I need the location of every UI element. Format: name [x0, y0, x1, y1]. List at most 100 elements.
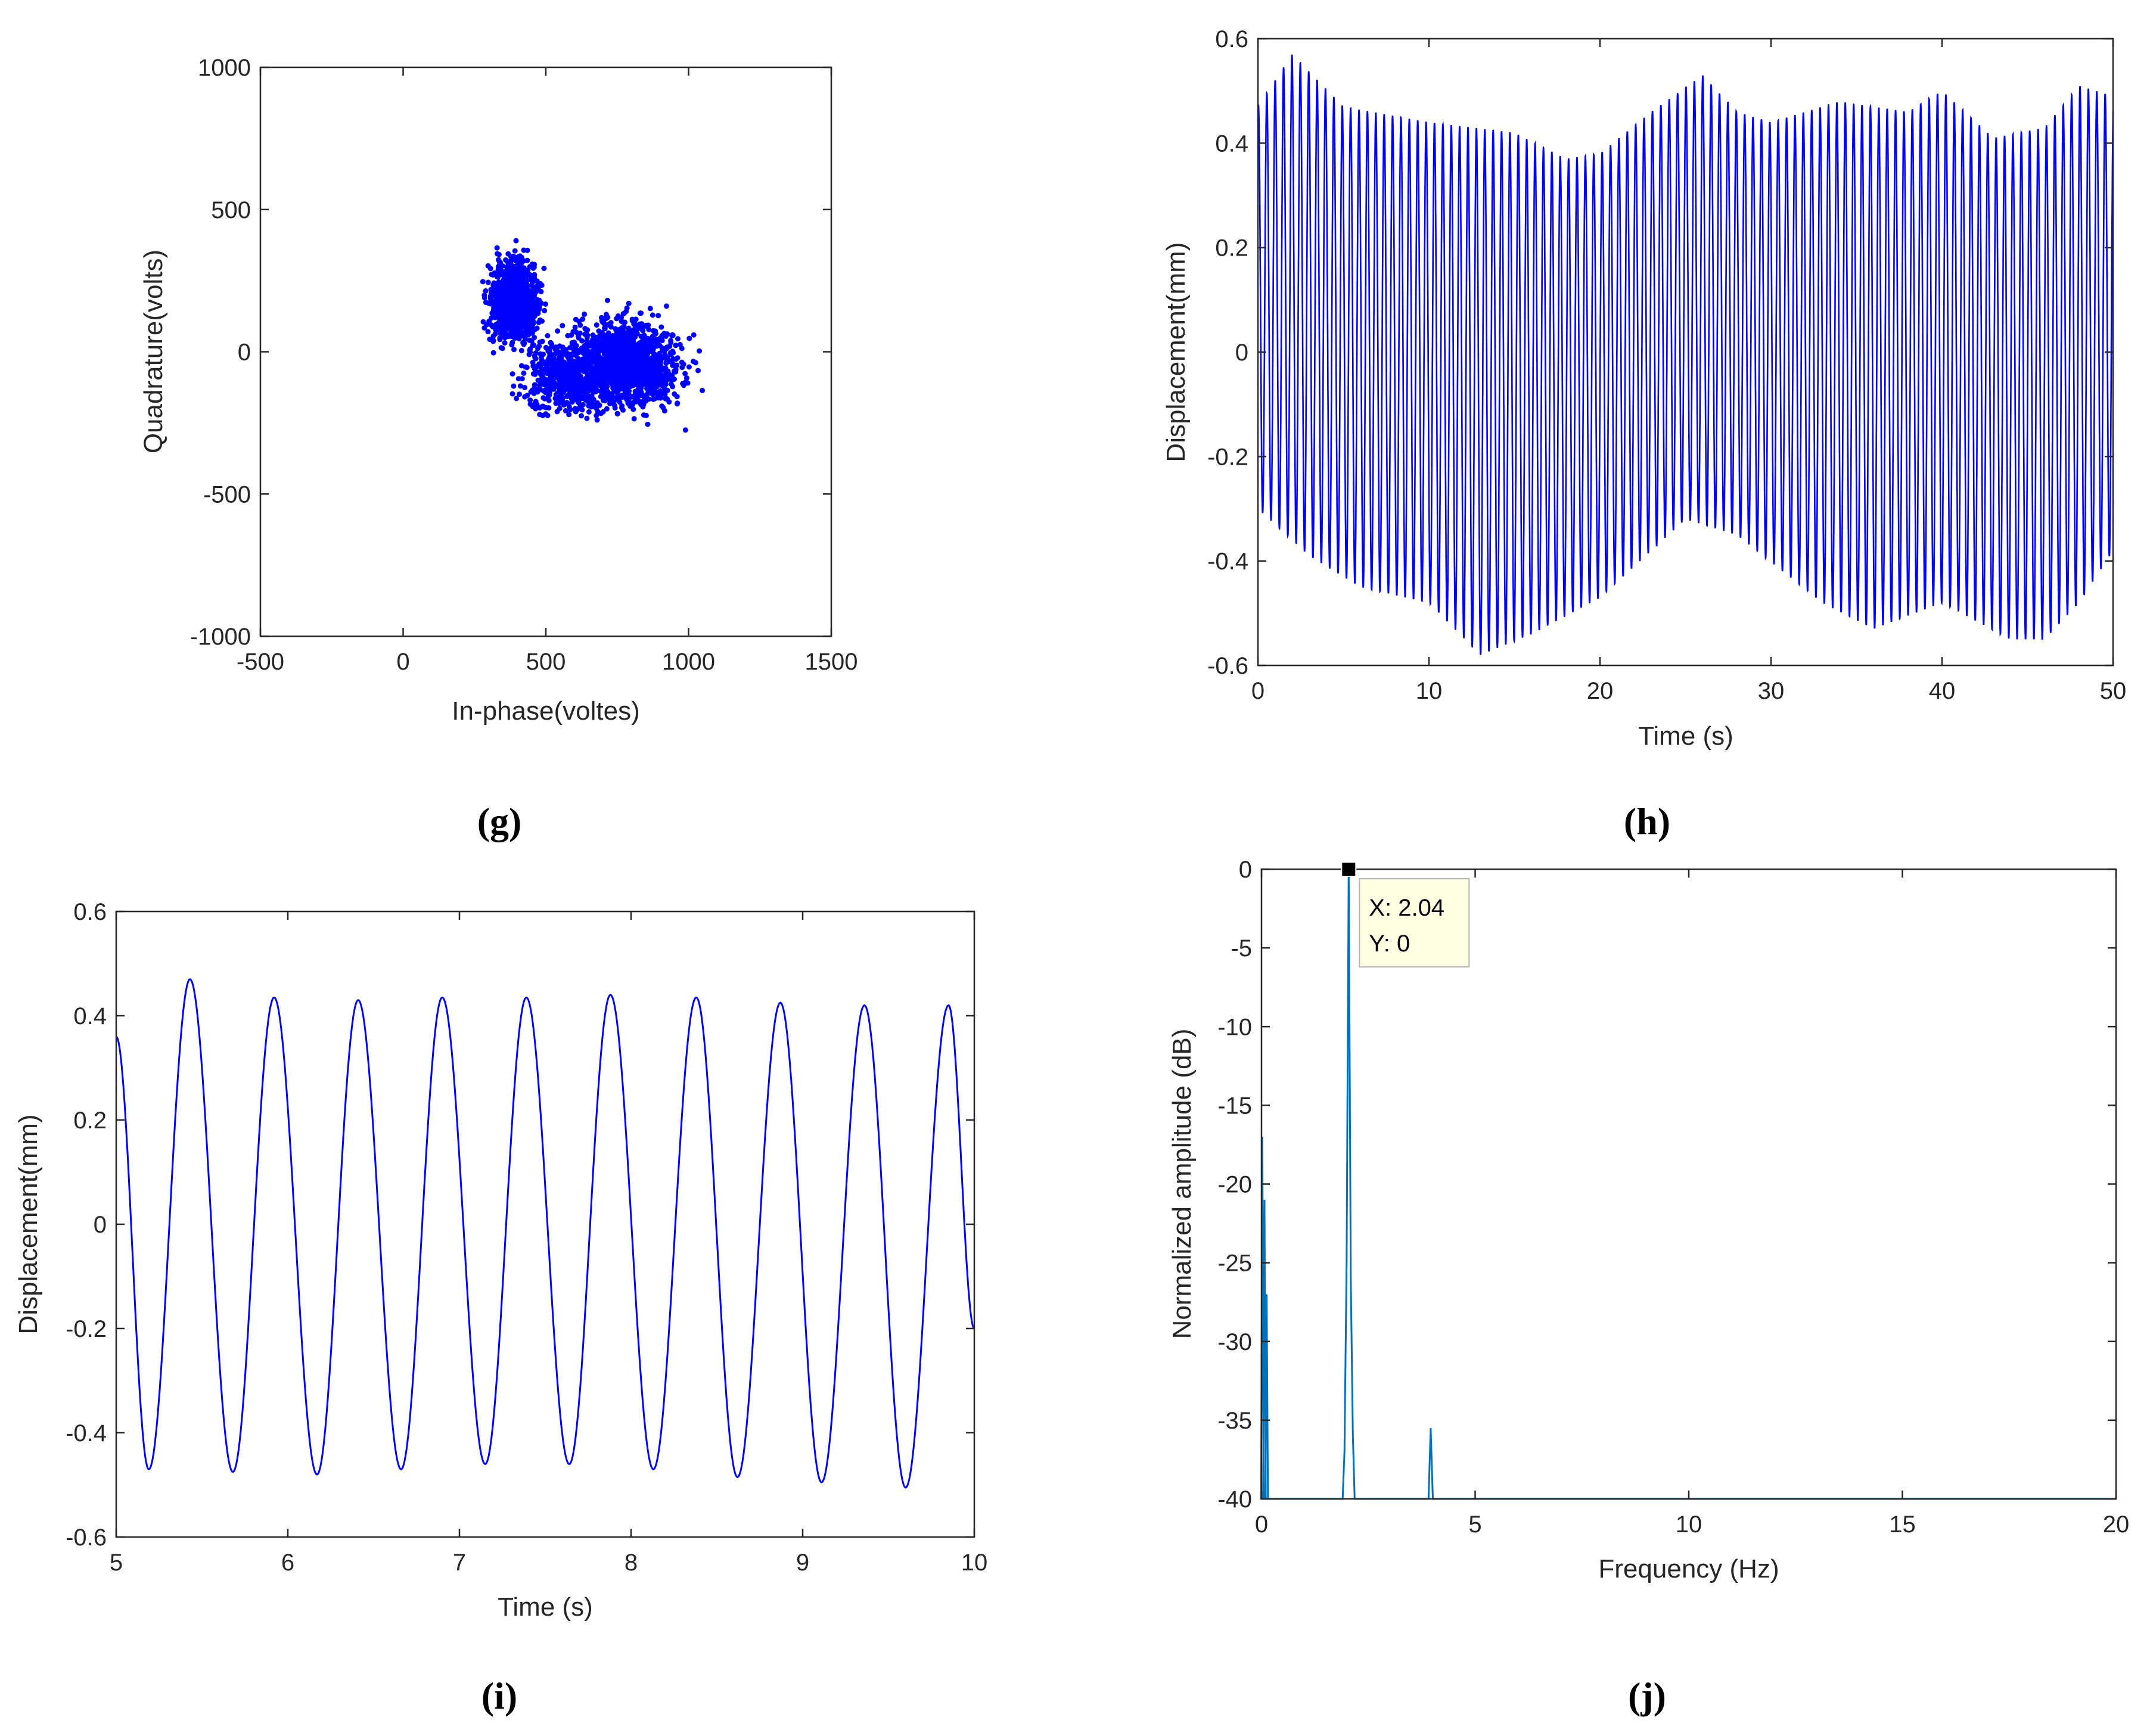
scatter-point — [480, 279, 486, 285]
scatter-point — [580, 388, 586, 394]
scatter-point — [509, 342, 515, 348]
scatter-point — [682, 427, 688, 433]
scatter-point — [500, 318, 506, 323]
scatter-point — [686, 364, 692, 370]
scatter-point — [490, 293, 496, 298]
scatter-point — [650, 396, 656, 402]
datatip-box — [1359, 878, 1470, 967]
panel-label-h: (h) — [1624, 800, 1670, 842]
scatter-point — [646, 326, 652, 332]
datatip-marker[interactable] — [1341, 861, 1357, 877]
scatter-point — [592, 346, 598, 351]
scatter-point — [691, 332, 697, 338]
scatter-point — [504, 273, 509, 279]
scatter-point — [552, 359, 558, 365]
scatter-point — [566, 412, 572, 418]
scatter-point — [496, 301, 502, 307]
scatter-point — [557, 343, 563, 349]
scatter-point — [576, 400, 582, 406]
scatter-point — [570, 369, 576, 375]
scatter-point — [604, 359, 610, 365]
scatter-point — [602, 326, 608, 332]
scatter-point — [534, 325, 540, 331]
scatter-point — [516, 284, 522, 290]
scatter-point — [623, 357, 629, 363]
scatter-point — [608, 320, 614, 325]
scatter-point — [517, 383, 523, 389]
scatter-point — [700, 387, 706, 393]
scatter-point — [558, 355, 564, 361]
x-tick-label: 7 — [453, 1550, 466, 1576]
scatter-point — [549, 369, 554, 375]
scatter-point — [537, 382, 543, 388]
scatter-point — [681, 382, 686, 388]
scatter-point — [639, 379, 645, 385]
scatter-point — [611, 398, 617, 404]
scatter-point — [657, 381, 663, 387]
scatter-point — [513, 254, 519, 260]
scatter-point — [545, 412, 551, 418]
scatter-point — [631, 369, 637, 375]
scatter-point — [527, 264, 533, 270]
scatter-point — [575, 406, 581, 412]
scatter-point — [507, 279, 512, 285]
y-tick-label: 0.6 — [73, 899, 107, 925]
scatter-point — [518, 274, 524, 280]
scatter-point — [626, 325, 632, 331]
scatter-point — [511, 383, 517, 389]
scatter-point — [586, 409, 592, 415]
scatter-point — [564, 366, 570, 372]
datatip[interactable]: X: 2.04 Y: 0 — [1341, 861, 1470, 967]
scatter-point — [571, 387, 577, 393]
panel-label-g: (g) — [477, 800, 522, 842]
scatter-point — [521, 370, 527, 376]
x-tick-label: 0 — [396, 649, 409, 675]
scatter-point — [579, 338, 585, 344]
scatter-point — [536, 343, 542, 349]
scatter-point — [507, 301, 512, 307]
scatter-point — [509, 287, 515, 293]
scatter-point — [546, 393, 551, 399]
x-tick-label: 50 — [2100, 678, 2127, 704]
scatter-point — [662, 391, 668, 397]
scatter-point — [622, 375, 628, 381]
scatter-point — [626, 300, 632, 306]
scatter-point — [668, 381, 674, 387]
scatter-point — [655, 353, 661, 359]
x-tick-label: -500 — [237, 649, 284, 675]
scatter-point — [685, 380, 691, 386]
scatter-point — [540, 395, 546, 401]
scatter-point — [535, 287, 540, 292]
scatter-point — [557, 406, 563, 412]
scatter-point — [563, 408, 568, 413]
scatter-point — [647, 306, 653, 312]
scatter-point — [591, 403, 596, 409]
scatter-point — [539, 338, 545, 344]
scatter-point — [617, 327, 623, 333]
scatter-point — [586, 357, 592, 363]
scatter-point — [583, 326, 589, 332]
scatter-point — [538, 354, 544, 360]
scatter-point — [511, 325, 517, 331]
scatter-point — [683, 375, 689, 381]
scatter-point — [674, 394, 680, 400]
scatter-point — [585, 339, 591, 345]
scatter-point — [594, 322, 599, 328]
scatter-point — [604, 372, 610, 378]
datatip-y: Y: 0 — [1369, 931, 1410, 957]
scatter-point — [638, 402, 644, 407]
scatter-point — [598, 346, 604, 351]
y-tick-label: -40 — [1217, 1486, 1252, 1513]
scatter-point — [555, 396, 561, 402]
scatter-point — [498, 291, 504, 297]
scatter-point — [594, 350, 600, 356]
scatter-point — [594, 382, 599, 388]
scatter-point — [509, 265, 514, 270]
scatter-point — [526, 351, 532, 357]
scatter-point — [625, 362, 630, 368]
scatter-point — [619, 394, 625, 400]
scatter-point — [638, 310, 644, 316]
scatter-point — [651, 388, 657, 393]
scatter-point — [612, 403, 617, 409]
scatter-point — [486, 300, 492, 306]
